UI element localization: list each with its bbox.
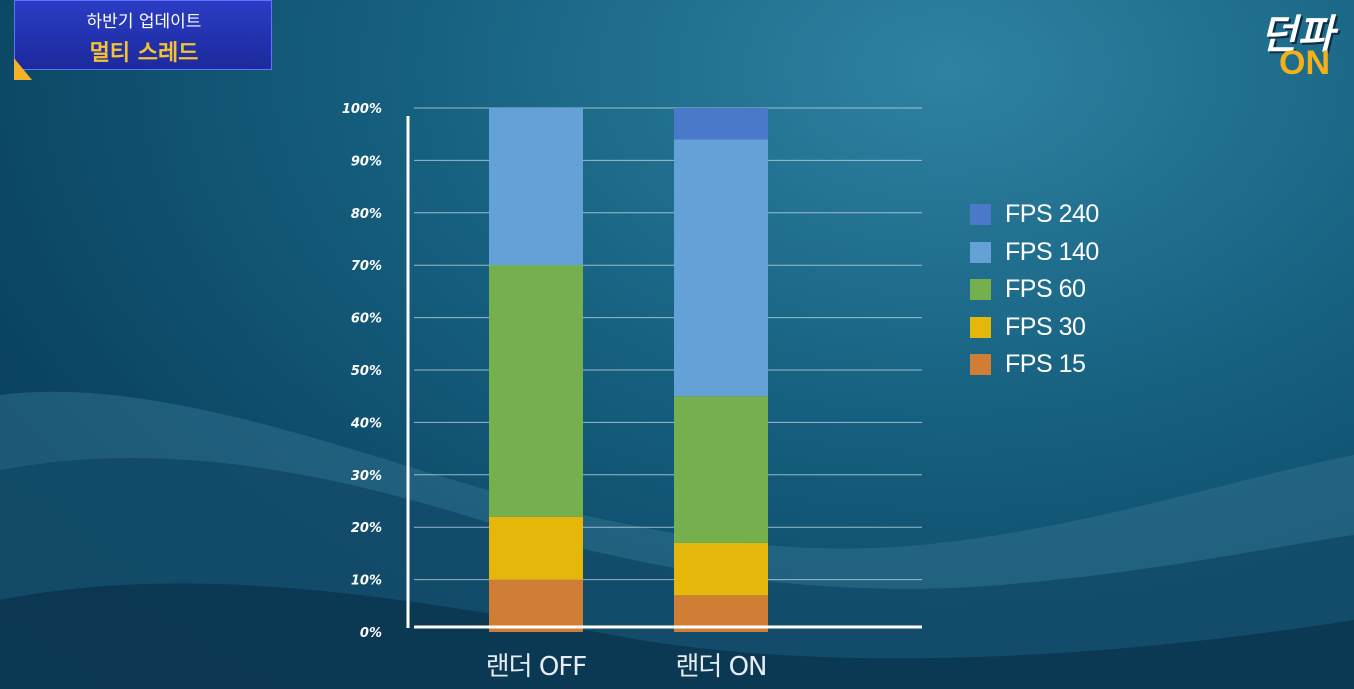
- y-tick-label: 90%: [351, 154, 382, 169]
- bar-segment-fps-15: [489, 579, 583, 632]
- logo-script-text: 던파: [1260, 11, 1334, 58]
- bar-segment-fps-140: [674, 139, 768, 397]
- legend-label: FPS 140: [1005, 237, 1099, 266]
- y-tick-label: 60%: [351, 312, 382, 327]
- legend-item: FPS 240: [970, 196, 1099, 234]
- logo-on-text: ON: [1279, 44, 1330, 82]
- x-category-label: 랜더 ON: [675, 652, 766, 682]
- legend-label: FPS 240: [1005, 200, 1099, 229]
- bar-segment-fps-30: [674, 542, 768, 596]
- legend-label: FPS 60: [1005, 275, 1086, 304]
- badge-subtitle: 하반기 업데이트: [86, 12, 202, 32]
- legend-label: FPS 30: [1005, 312, 1086, 341]
- legend-swatch: [970, 241, 991, 263]
- bar-segment-fps-140: [489, 108, 583, 266]
- bar-segment-fps-240: [674, 108, 768, 140]
- y-tick-label: 10%: [351, 574, 382, 589]
- badge-accent: [14, 58, 32, 80]
- y-tick-label: 40%: [350, 416, 382, 431]
- legend-swatch: [970, 204, 991, 226]
- y-tick-label: 70%: [351, 259, 382, 274]
- y-tick-labels: 0% 10% 20% 30% 40% 50% 60% 70% 80% 90% 100%: [342, 102, 382, 641]
- title-badge: 하반기 업데이트 멀티 스레드: [14, 0, 272, 70]
- x-category-label: 랜더 OFF: [486, 652, 587, 682]
- legend-swatch: [970, 279, 991, 301]
- legend-label: FPS 15: [1005, 350, 1086, 379]
- y-tick-label: 20%: [351, 521, 382, 536]
- y-tick-label: 30%: [351, 469, 382, 484]
- legend-item: FPS 60: [970, 271, 1099, 309]
- legend-item: FPS 30: [970, 309, 1099, 347]
- y-tick-label: 100%: [342, 102, 382, 117]
- y-tick-label: 0%: [360, 626, 382, 641]
- legend-item: FPS 15: [970, 346, 1099, 384]
- bar-segment-fps-60: [674, 396, 768, 543]
- y-tick-label: 50%: [351, 364, 382, 379]
- legend-item: FPS 140: [970, 234, 1099, 272]
- badge-title: 멀티 스레드: [89, 41, 199, 66]
- y-tick-label: 80%: [351, 207, 382, 222]
- chart-legend: FPS 240 FPS 140 FPS 60 FPS 30 FPS 15: [970, 196, 1099, 384]
- legend-swatch: [970, 354, 991, 376]
- bar-segment-fps-60: [489, 265, 583, 517]
- channel-logo: 던파 ON: [1196, 0, 1346, 86]
- x-category-labels: 랜더 OFF 랜더 ON: [486, 652, 768, 682]
- bar-segment-fps-30: [489, 516, 583, 580]
- legend-swatch: [970, 316, 991, 338]
